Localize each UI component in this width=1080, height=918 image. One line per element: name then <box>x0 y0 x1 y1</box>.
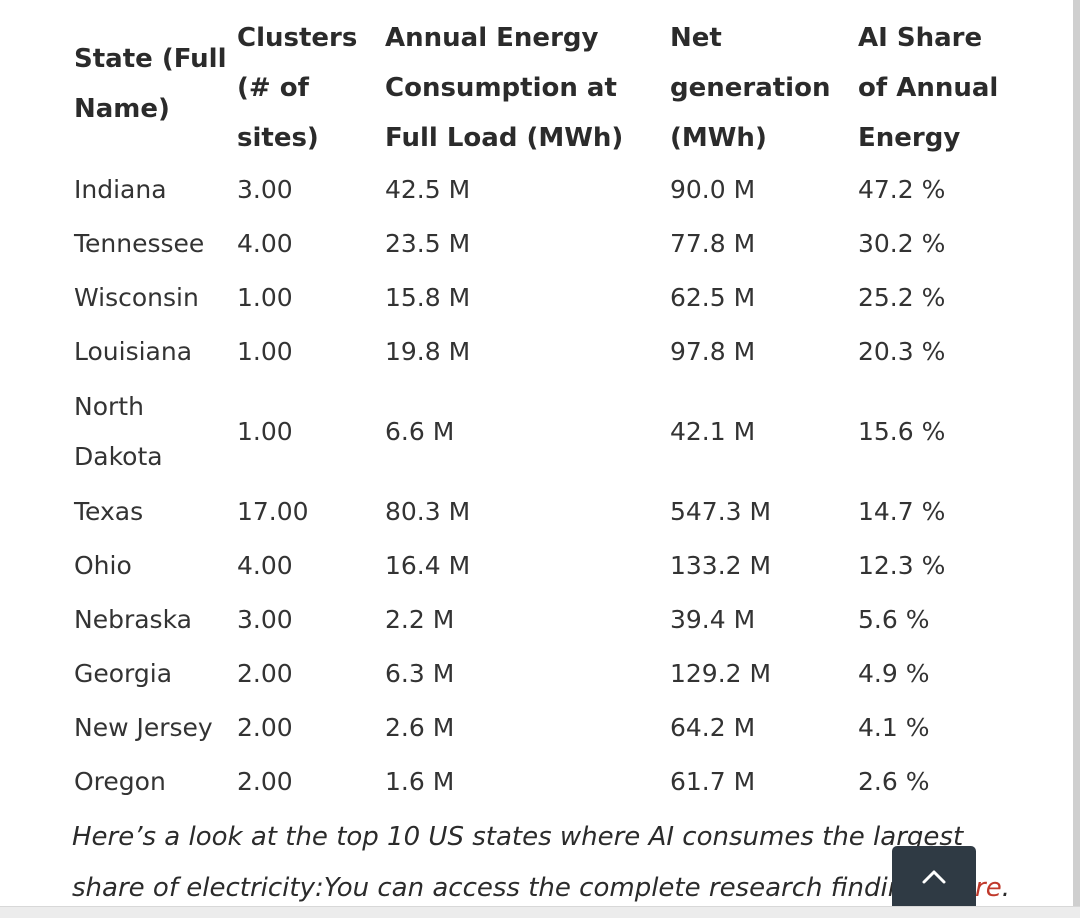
cell-clusters: 1.00 <box>237 337 293 366</box>
cell-state: Indiana <box>74 175 167 204</box>
cell-net-generation: 61.7 M <box>670 767 756 796</box>
table-row: Tennessee 4.00 23.5 M 77.8 M 30.2 % <box>74 217 1018 271</box>
cell-ai-share: 25.2 % <box>858 283 946 312</box>
cell-state: Tennessee <box>74 229 205 258</box>
cell-net-generation: 90.0 M <box>670 175 756 204</box>
table-row: North Dakota 1.00 6.6 M 42.1 M 15.6 % <box>74 379 1018 485</box>
table-row: Ohio 4.00 16.4 M 133.2 M 12.3 % <box>74 539 1018 593</box>
cell-clusters: 3.00 <box>237 175 293 204</box>
table-row: Texas 17.00 80.3 M 547.3 M 14.7 % <box>74 485 1018 539</box>
cell-consumption: 1.6 M <box>385 767 455 796</box>
cell-consumption: 2.2 M <box>385 605 455 634</box>
cell-net-generation: 39.4 M <box>670 605 756 634</box>
cell-net-generation: 77.8 M <box>670 229 756 258</box>
cell-net-generation: 97.8 M <box>670 337 756 366</box>
cell-consumption: 6.3 M <box>385 659 455 688</box>
table-row: Georgia 2.00 6.3 M 129.2 M 4.9 % <box>74 647 1018 701</box>
table-caption: Here’s a look at the top 10 US states wh… <box>72 812 1032 914</box>
table-row: Wisconsin 1.00 15.8 M 62.5 M 25.2 % <box>74 271 1018 325</box>
header-net-generation: Net generation (MWh) <box>670 23 831 153</box>
cell-net-generation: 133.2 M <box>670 551 772 580</box>
cell-ai-share: 4.9 % <box>858 659 930 688</box>
scroll-to-top-button[interactable] <box>892 846 976 908</box>
cell-consumption: 19.8 M <box>385 337 471 366</box>
table-row: Oregon 2.00 1.6 M 61.7 M 2.6 % <box>74 755 1018 809</box>
cell-state: Ohio <box>74 551 132 580</box>
cell-consumption: 15.8 M <box>385 283 471 312</box>
cell-state: Nebraska <box>74 605 192 634</box>
cell-state: Louisiana <box>74 337 193 366</box>
cell-ai-share: 4.1 % <box>858 713 930 742</box>
cell-state: Oregon <box>74 767 166 796</box>
cell-clusters: 1.00 <box>237 283 293 312</box>
table-row: Indiana 3.00 42.5 M 90.0 M 47.2 % <box>74 163 1018 217</box>
cell-ai-share: 15.6 % <box>858 417 946 446</box>
cell-net-generation: 129.2 M <box>670 659 772 688</box>
cell-clusters: 2.00 <box>237 767 293 796</box>
cell-consumption: 42.5 M <box>385 175 471 204</box>
cell-clusters: 1.00 <box>237 417 293 446</box>
cell-consumption: 80.3 M <box>385 497 471 526</box>
table-row: Nebraska 3.00 2.2 M 39.4 M 5.6 % <box>74 593 1018 647</box>
header-clusters: Clusters (# of sites) <box>237 23 358 153</box>
cell-clusters: 4.00 <box>237 229 293 258</box>
cell-state: Texas <box>74 497 144 526</box>
cell-ai-share: 14.7 % <box>858 497 946 526</box>
cell-ai-share: 47.2 % <box>858 175 946 204</box>
table-header-row: State (Full Name) Clusters (# of sites) … <box>74 13 1018 163</box>
cell-net-generation: 547.3 M <box>670 497 772 526</box>
cell-clusters: 2.00 <box>237 713 293 742</box>
cell-consumption: 16.4 M <box>385 551 471 580</box>
cell-clusters: 4.00 <box>237 551 293 580</box>
cell-state: New Jersey <box>74 713 213 742</box>
cell-ai-share: 2.6 % <box>858 767 930 796</box>
cell-clusters: 2.00 <box>237 659 293 688</box>
cell-consumption: 2.6 M <box>385 713 455 742</box>
table-row: New Jersey 2.00 2.6 M 64.2 M 4.1 % <box>74 701 1018 755</box>
table-row: Louisiana 1.00 19.8 M 97.8 M 20.3 % <box>74 325 1018 379</box>
header-consumption: Annual Energy Consumption at Full Load (… <box>385 23 624 153</box>
cell-consumption: 23.5 M <box>385 229 471 258</box>
caption-suffix: . <box>1001 873 1010 903</box>
cell-net-generation: 42.1 M <box>670 417 756 446</box>
cell-net-generation: 64.2 M <box>670 713 756 742</box>
cell-clusters: 3.00 <box>237 605 293 634</box>
caption-text: Here’s a look at the top 10 US states wh… <box>72 822 964 903</box>
chevron-up-icon <box>922 870 946 884</box>
scrollbar-track[interactable] <box>1073 0 1080 918</box>
cell-state: Wisconsin <box>74 283 199 312</box>
cell-ai-share: 5.6 % <box>858 605 930 634</box>
header-ai-share: AI Share of Annual Energy <box>858 23 999 153</box>
header-state: State (Full Name) <box>74 44 227 124</box>
cell-ai-share: 12.3 % <box>858 551 946 580</box>
cell-consumption: 6.6 M <box>385 417 455 446</box>
energy-table: State (Full Name) Clusters (# of sites) … <box>74 13 1018 809</box>
bottom-edge-bar <box>0 906 1080 918</box>
cell-state: North Dakota <box>74 392 163 471</box>
cell-state: Georgia <box>74 659 173 688</box>
cell-clusters: 17.00 <box>237 497 309 526</box>
cell-net-generation: 62.5 M <box>670 283 756 312</box>
cell-ai-share: 30.2 % <box>858 229 946 258</box>
cell-ai-share: 20.3 % <box>858 337 946 366</box>
